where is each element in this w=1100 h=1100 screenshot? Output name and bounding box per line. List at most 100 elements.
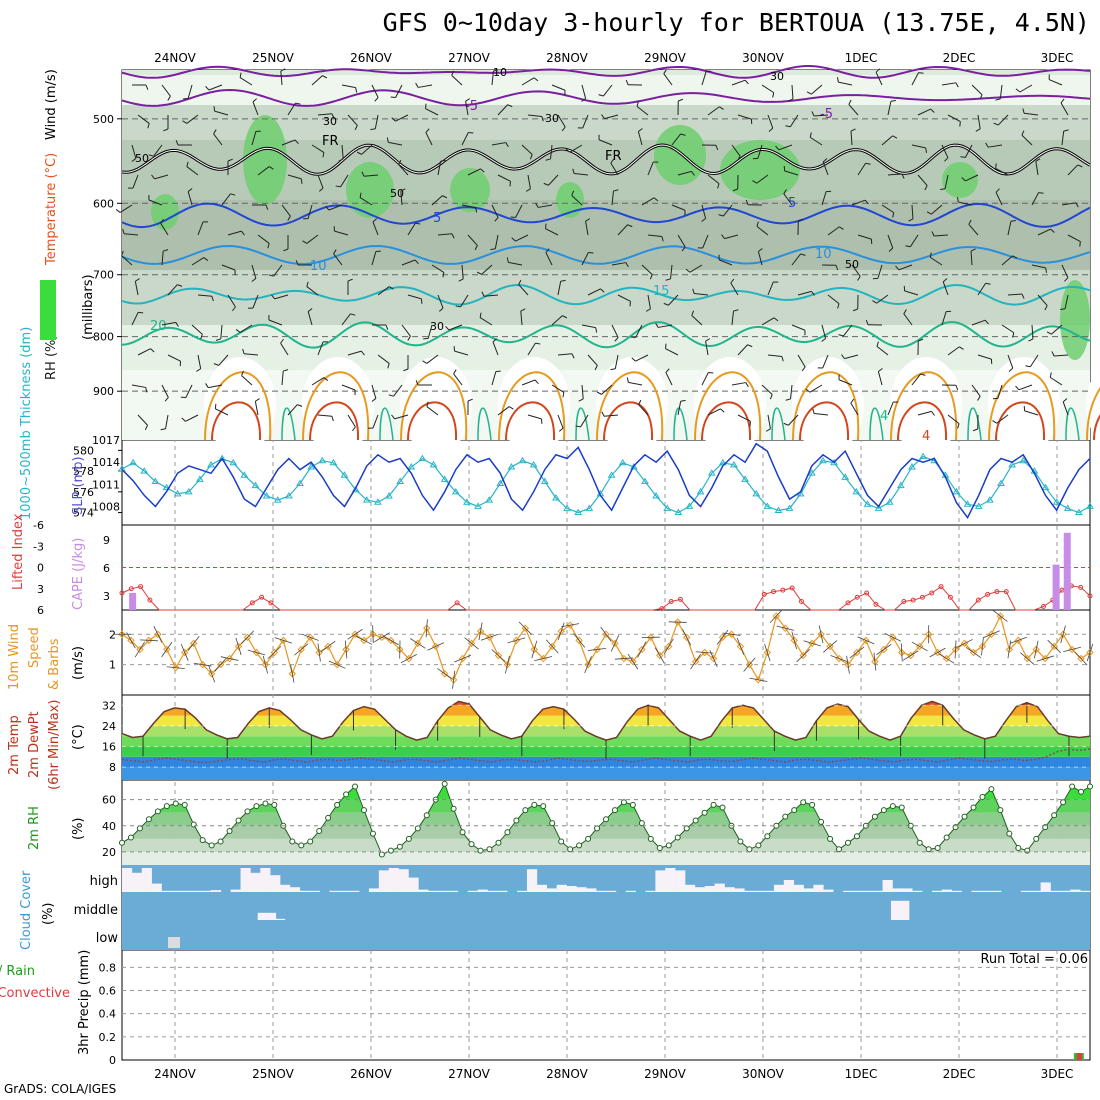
rh-tick-label: 40	[102, 820, 116, 833]
rh-tick-label: 60	[102, 794, 116, 807]
wind-barb	[371, 384, 377, 399]
precip-tick-label: 0.8	[99, 961, 117, 974]
rh-contour-label: 30	[545, 112, 559, 125]
wind-barb	[850, 130, 853, 146]
cloud-bar-high	[487, 890, 498, 892]
wind-10m-barb	[235, 637, 242, 656]
cloud-bar-high	[655, 870, 666, 892]
wind-10m-barb	[400, 653, 417, 664]
wind-barb	[521, 379, 536, 386]
wind-barb	[461, 204, 476, 209]
wind-barb	[977, 114, 981, 129]
cloud-bar-high	[556, 884, 567, 892]
wind-barb-flag	[196, 368, 201, 372]
cloud-bar-high	[951, 890, 962, 892]
wind-barb-flag	[474, 245, 478, 251]
date-label-top: 25NOV	[252, 51, 294, 65]
wind-barb	[134, 281, 139, 296]
wind-barb-flag	[529, 154, 533, 160]
wind-barb	[611, 324, 619, 338]
wind-barb-flag	[663, 302, 669, 306]
wind-barb-flag	[783, 422, 789, 426]
lifted-index-marker	[268, 600, 274, 606]
wind-barb-flag	[267, 243, 270, 249]
rh-marker	[701, 809, 708, 816]
wind-barb	[527, 414, 542, 420]
thickness-marker	[707, 469, 716, 476]
wind-10m-barb	[736, 637, 745, 655]
wind-10m-barb	[1063, 646, 1081, 653]
rh-marker	[1078, 788, 1085, 795]
wind-barb	[121, 255, 133, 266]
rh-band	[122, 851, 1090, 865]
wind-speed-marker	[656, 651, 664, 660]
wind-barb	[334, 230, 349, 236]
isotherm-minus10	[121, 65, 1091, 79]
thickness-marker	[173, 489, 182, 497]
wind-barb	[1060, 102, 1069, 116]
wind-barb-flag	[812, 408, 815, 414]
wind-barb-flag	[798, 218, 804, 222]
wind-barb-flag	[543, 182, 549, 186]
wind-barb-flag	[280, 338, 284, 344]
wind-barb-flag	[756, 221, 759, 227]
rh-marker	[567, 846, 574, 853]
thickness-marker	[540, 477, 549, 484]
wind-barb-flag	[505, 142, 509, 148]
wind-barb	[851, 264, 861, 277]
rh-marker	[558, 838, 565, 845]
wind-barb-flag	[977, 396, 981, 401]
wind-barb	[965, 174, 979, 182]
wind-barb-flag	[347, 278, 353, 282]
wind-barb	[461, 264, 464, 279]
cloud-bar-high	[260, 868, 271, 892]
wind-10m-barb	[900, 643, 903, 662]
lifted-index-marker	[147, 597, 153, 603]
wind-barb	[1067, 164, 1079, 176]
rh-marker	[468, 841, 475, 848]
wind-barb-flag	[297, 404, 303, 407]
wind-barb-flag	[400, 188, 406, 192]
wind-barb-flag	[458, 278, 464, 282]
cloud-bar-high	[694, 887, 706, 892]
li-tick-label: -6	[33, 519, 44, 532]
wind-barb	[131, 384, 146, 388]
wind-10m-barb	[410, 638, 426, 649]
rh-marker	[853, 833, 860, 840]
wind-barb	[311, 75, 323, 86]
wind-speed-marker	[754, 676, 763, 684]
isotherm-25-loop	[890, 371, 958, 441]
wind-barb	[611, 191, 614, 206]
wind-barb	[604, 414, 619, 417]
wind-barb-flag	[925, 147, 927, 153]
wind-barb-flag	[391, 414, 395, 420]
wind-barb	[437, 294, 444, 309]
rh-moist-patch	[1060, 280, 1090, 360]
wind-10m-barb	[1033, 640, 1039, 659]
wind-speed-marker	[1059, 630, 1067, 638]
wind-barb	[971, 84, 983, 96]
wind-10m-barb	[534, 656, 553, 661]
rh-marker	[827, 835, 834, 842]
wind-10m-barb	[274, 637, 293, 644]
wind-barb-flag	[386, 137, 389, 143]
wind-barb	[372, 414, 379, 429]
li-tick-label: -3	[33, 540, 44, 553]
wind-barb	[165, 414, 169, 429]
wind-barb-flag	[680, 399, 686, 402]
cloud-bar-high	[754, 890, 765, 892]
wind-10m-barb	[709, 650, 718, 667]
wind-barb-flag	[232, 306, 236, 312]
isotherm-label: 5	[788, 196, 796, 211]
rh-marker	[396, 843, 403, 850]
thickness-tick-label: 580	[73, 444, 94, 457]
wind-barb-flag	[451, 233, 455, 239]
wind-barb	[718, 259, 733, 266]
isotherm-30-loop	[897, 401, 948, 441]
wind-speed-marker	[136, 645, 144, 654]
wind-barb-flag	[160, 218, 164, 224]
cloud-level-label: high	[90, 874, 118, 889]
wind-speed-marker	[1086, 648, 1094, 657]
rh-marker	[405, 835, 412, 842]
cloud-bar-middle	[900, 900, 910, 920]
